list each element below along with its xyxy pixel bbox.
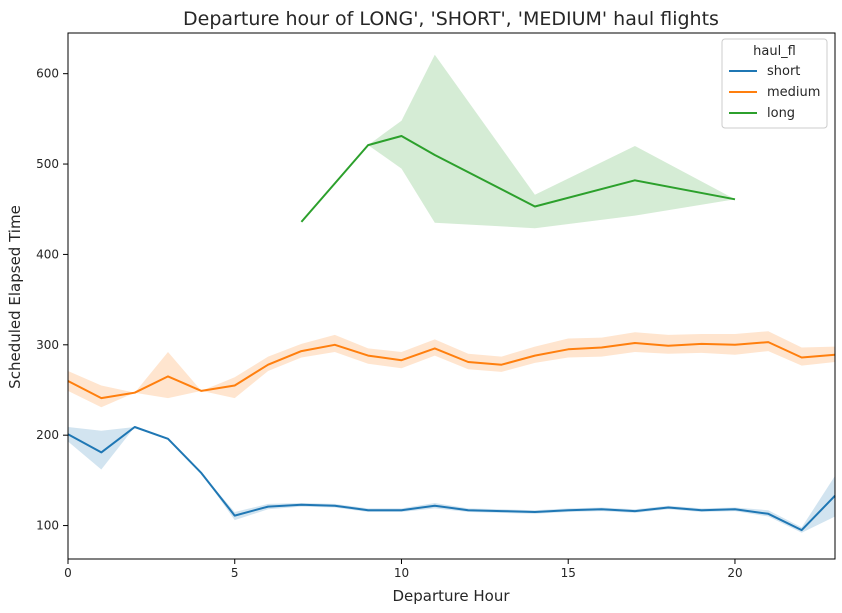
legend-label-short: short: [767, 64, 800, 79]
data-point-short: [634, 510, 636, 512]
data-point-medium: [200, 390, 202, 392]
data-point-long: [634, 179, 636, 181]
data-point-medium: [467, 361, 469, 363]
axes: 0 5 10 15 20 100 200 300 400 500 600: [36, 32, 836, 580]
confidence-bands: [68, 54, 835, 533]
data-point-short: [400, 509, 402, 511]
data-point-medium: [234, 384, 236, 386]
y-tick-label: 200: [36, 428, 59, 442]
confidence-band-long: [301, 54, 735, 229]
x-tick-label: 15: [561, 566, 576, 580]
data-point-short: [701, 509, 703, 511]
data-point-medium: [100, 397, 102, 399]
data-point-medium: [667, 345, 669, 347]
data-point-medium: [501, 364, 503, 366]
chart-title: Departure hour of LONG', 'SHORT', 'MEDIU…: [183, 8, 719, 30]
data-point-long: [534, 206, 536, 208]
data-point-short: [801, 529, 803, 531]
x-tick-label: 5: [231, 566, 239, 580]
data-point-short: [334, 505, 336, 507]
y-tick-label: 400: [36, 247, 59, 261]
data-point-medium: [400, 359, 402, 361]
data-point-short: [367, 509, 369, 511]
data-point-medium: [334, 344, 336, 346]
data-point-medium: [601, 347, 603, 349]
series-line-medium: [67, 341, 836, 400]
data-point-long: [434, 154, 436, 156]
data-point-short: [567, 509, 569, 511]
data-point-short: [300, 504, 302, 506]
data-point-short: [667, 506, 669, 508]
legend-title: haul_fl: [753, 44, 796, 59]
data-point-medium: [267, 364, 269, 366]
data-point-medium: [701, 343, 703, 345]
data-point-short: [434, 505, 436, 507]
data-point-short: [200, 472, 202, 474]
data-point-medium: [801, 356, 803, 358]
data-point-short: [534, 511, 536, 513]
legend-box: [721, 38, 828, 129]
y-axis-label: Scheduled Elapsed Time: [6, 205, 24, 389]
data-point-medium: [367, 355, 369, 357]
data-point-medium: [534, 355, 536, 357]
y-tick-label: 600: [36, 67, 59, 81]
plot-frame: [67, 32, 836, 560]
data-point-medium: [767, 341, 769, 343]
y-tick-label: 100: [36, 519, 59, 533]
data-point-short: [601, 508, 603, 510]
data-point-medium: [634, 342, 636, 344]
data-point-short: [467, 509, 469, 511]
series-line-short: [67, 426, 836, 532]
series-line-long: [300, 135, 736, 223]
data-point-short: [734, 508, 736, 510]
y-tick-label: 300: [36, 338, 59, 352]
confidence-band-medium: [68, 331, 835, 408]
confidence-band-short: [68, 427, 835, 533]
x-axis-label: Departure Hour: [392, 587, 510, 605]
data-point-medium: [567, 348, 569, 350]
data-point-short: [234, 515, 236, 517]
data-point-short: [501, 510, 503, 512]
data-point-short: [767, 513, 769, 515]
legend-label-long: long: [767, 106, 795, 121]
data-point-short: [167, 438, 169, 440]
x-tick-label: 20: [727, 566, 742, 580]
x-tick-label: 10: [394, 566, 409, 580]
series-lines: [67, 135, 836, 532]
data-point-short: [134, 426, 136, 428]
x-tick-label: 0: [64, 566, 72, 580]
data-point-medium: [300, 350, 302, 352]
data-point-short: [267, 506, 269, 508]
data-point-long: [300, 221, 302, 223]
data-point-medium: [434, 347, 436, 349]
data-point-long: [367, 144, 369, 146]
data-point-short: [100, 451, 102, 453]
legend-label-medium: medium: [767, 85, 820, 100]
data-point-long: [734, 198, 736, 200]
y-tick-label: 500: [36, 157, 59, 171]
data-point-long: [400, 135, 402, 137]
data-point-medium: [734, 344, 736, 346]
data-point-medium: [134, 392, 136, 394]
data-point-medium: [167, 375, 169, 377]
